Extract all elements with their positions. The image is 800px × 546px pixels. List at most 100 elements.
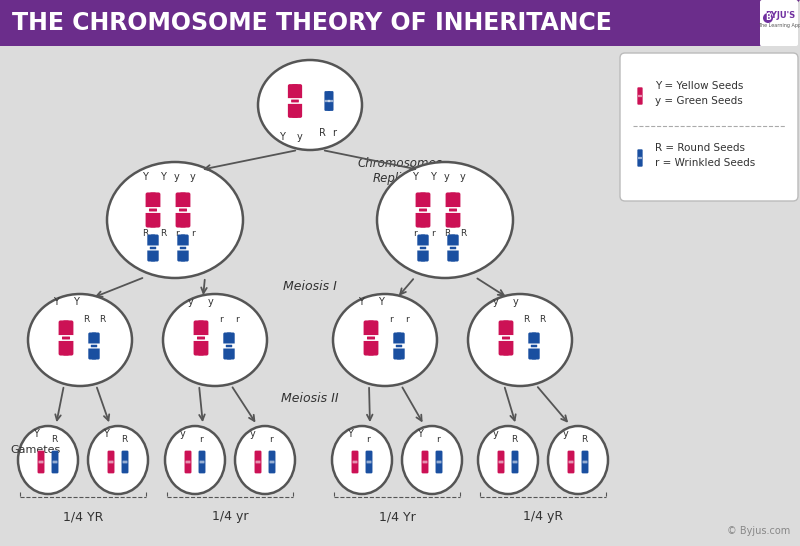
FancyBboxPatch shape xyxy=(288,100,298,118)
FancyBboxPatch shape xyxy=(411,207,434,213)
FancyBboxPatch shape xyxy=(638,149,642,167)
FancyBboxPatch shape xyxy=(363,337,374,355)
Text: Y: Y xyxy=(347,429,353,439)
FancyBboxPatch shape xyxy=(88,333,97,347)
FancyBboxPatch shape xyxy=(198,321,209,339)
FancyBboxPatch shape xyxy=(194,337,205,355)
Text: r: r xyxy=(219,315,223,324)
Polygon shape xyxy=(740,0,800,46)
Text: R: R xyxy=(121,436,127,444)
FancyBboxPatch shape xyxy=(178,234,186,249)
FancyBboxPatch shape xyxy=(569,461,574,464)
FancyBboxPatch shape xyxy=(147,247,156,262)
FancyBboxPatch shape xyxy=(62,337,74,355)
FancyBboxPatch shape xyxy=(396,333,405,347)
FancyBboxPatch shape xyxy=(450,234,458,249)
FancyBboxPatch shape xyxy=(149,209,157,211)
FancyBboxPatch shape xyxy=(760,0,798,46)
FancyBboxPatch shape xyxy=(109,461,114,464)
FancyBboxPatch shape xyxy=(185,450,191,473)
FancyBboxPatch shape xyxy=(226,333,234,347)
FancyBboxPatch shape xyxy=(396,345,402,347)
Text: y: y xyxy=(250,429,256,439)
Text: r: r xyxy=(191,229,195,238)
FancyBboxPatch shape xyxy=(366,450,373,473)
Ellipse shape xyxy=(478,426,538,494)
Text: Y: Y xyxy=(33,429,39,439)
Text: R: R xyxy=(142,229,148,238)
Polygon shape xyxy=(0,0,740,46)
FancyBboxPatch shape xyxy=(180,234,189,249)
FancyBboxPatch shape xyxy=(150,247,158,262)
FancyBboxPatch shape xyxy=(54,335,78,341)
FancyBboxPatch shape xyxy=(446,192,457,211)
FancyBboxPatch shape xyxy=(147,234,156,249)
FancyBboxPatch shape xyxy=(146,192,157,211)
Text: Y: Y xyxy=(417,429,423,439)
FancyBboxPatch shape xyxy=(419,192,430,211)
FancyBboxPatch shape xyxy=(435,450,442,473)
Text: r: r xyxy=(405,315,409,324)
Ellipse shape xyxy=(107,162,243,278)
Ellipse shape xyxy=(258,60,362,150)
FancyBboxPatch shape xyxy=(638,95,642,97)
Text: y: y xyxy=(297,132,303,142)
FancyBboxPatch shape xyxy=(419,209,430,228)
FancyBboxPatch shape xyxy=(351,450,358,473)
FancyBboxPatch shape xyxy=(513,461,518,464)
FancyBboxPatch shape xyxy=(91,333,100,347)
Ellipse shape xyxy=(28,294,132,386)
FancyBboxPatch shape xyxy=(447,234,456,249)
FancyBboxPatch shape xyxy=(122,450,129,473)
FancyBboxPatch shape xyxy=(450,192,461,211)
FancyBboxPatch shape xyxy=(414,246,432,251)
FancyBboxPatch shape xyxy=(494,335,518,341)
FancyBboxPatch shape xyxy=(437,461,442,464)
FancyBboxPatch shape xyxy=(325,100,330,102)
Text: R: R xyxy=(160,229,166,238)
FancyBboxPatch shape xyxy=(171,207,194,213)
Text: 1/4 YR: 1/4 YR xyxy=(63,510,103,523)
FancyBboxPatch shape xyxy=(418,247,426,262)
Text: R: R xyxy=(511,436,517,444)
FancyBboxPatch shape xyxy=(394,333,402,347)
Text: Y: Y xyxy=(430,172,436,182)
FancyBboxPatch shape xyxy=(422,450,429,473)
FancyBboxPatch shape xyxy=(58,337,70,355)
Text: r: r xyxy=(175,229,179,238)
Text: THE CHROMOSOME THEORY OF INHERITANCE: THE CHROMOSOME THEORY OF INHERITANCE xyxy=(12,11,612,35)
Text: Y: Y xyxy=(412,172,418,182)
Text: r: r xyxy=(413,229,417,238)
Text: Y: Y xyxy=(142,172,148,182)
Text: Gametes: Gametes xyxy=(10,445,60,455)
FancyBboxPatch shape xyxy=(444,246,462,251)
Circle shape xyxy=(763,13,773,23)
FancyBboxPatch shape xyxy=(353,461,358,464)
Ellipse shape xyxy=(377,162,513,278)
FancyBboxPatch shape xyxy=(146,209,157,228)
FancyBboxPatch shape xyxy=(325,91,330,111)
Text: r: r xyxy=(199,436,203,444)
FancyBboxPatch shape xyxy=(449,209,457,211)
Text: R: R xyxy=(523,315,529,324)
FancyBboxPatch shape xyxy=(150,247,156,250)
FancyBboxPatch shape xyxy=(415,192,426,211)
FancyBboxPatch shape xyxy=(582,461,587,464)
FancyBboxPatch shape xyxy=(390,343,408,348)
FancyBboxPatch shape xyxy=(51,450,58,473)
Ellipse shape xyxy=(548,426,608,494)
FancyBboxPatch shape xyxy=(175,192,186,211)
FancyBboxPatch shape xyxy=(179,209,187,211)
Text: r = Wrinkled Seeds: r = Wrinkled Seeds xyxy=(655,158,755,168)
FancyBboxPatch shape xyxy=(420,234,429,249)
Text: y: y xyxy=(174,172,180,182)
FancyBboxPatch shape xyxy=(498,337,510,355)
FancyBboxPatch shape xyxy=(442,207,465,213)
FancyBboxPatch shape xyxy=(394,345,402,359)
Text: y: y xyxy=(513,297,519,307)
FancyBboxPatch shape xyxy=(498,461,503,464)
FancyBboxPatch shape xyxy=(450,247,456,250)
FancyBboxPatch shape xyxy=(288,84,298,102)
Text: r: r xyxy=(235,315,239,324)
Text: © Byjus.com: © Byjus.com xyxy=(726,526,790,536)
